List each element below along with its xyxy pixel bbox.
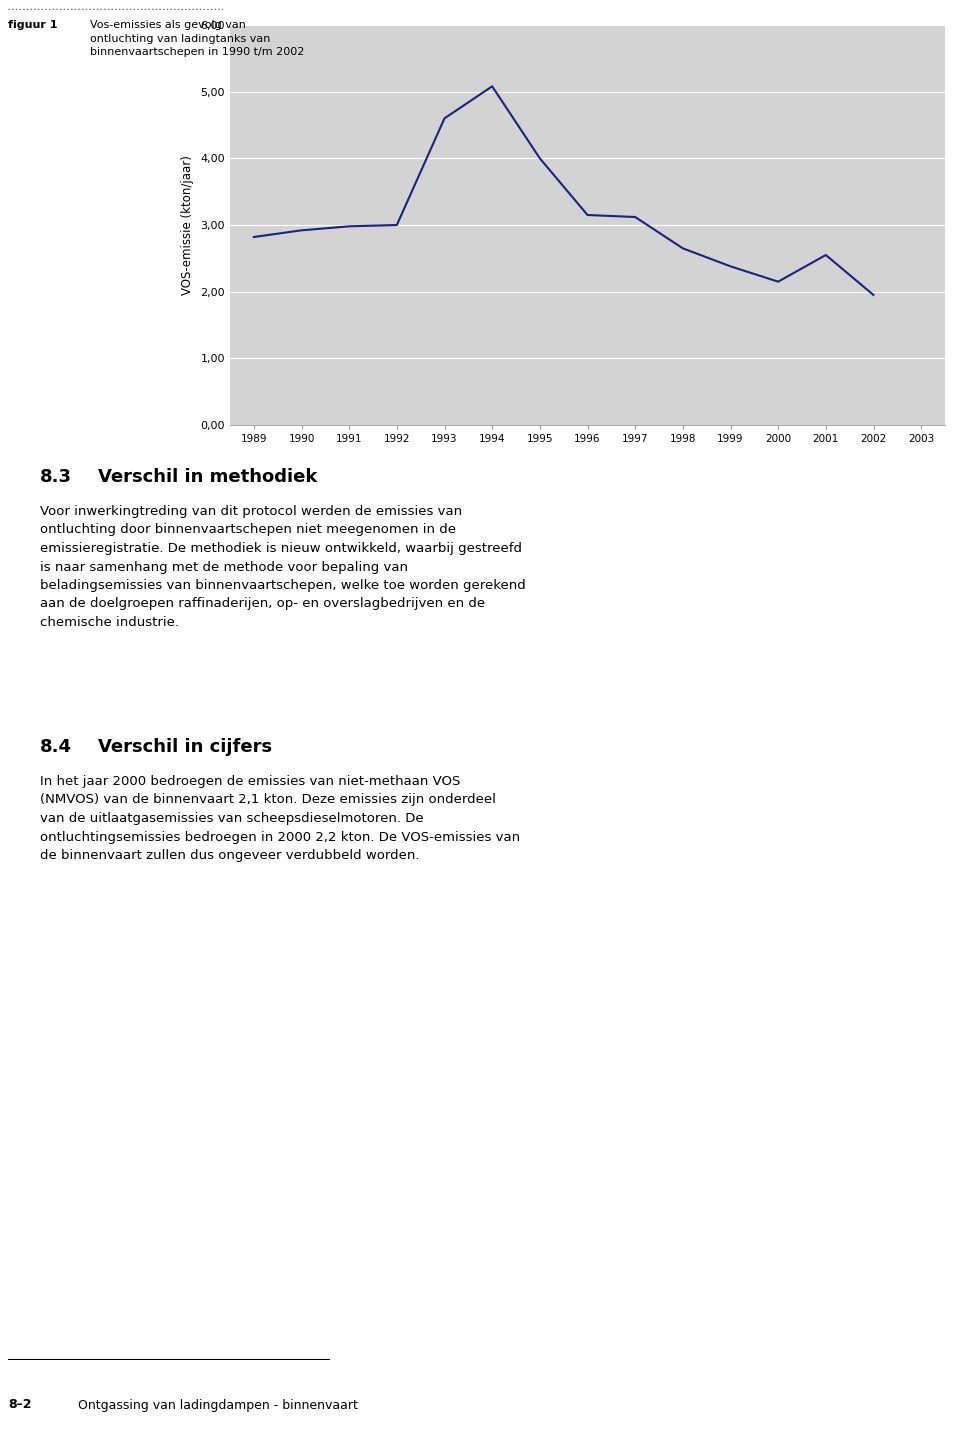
Text: 8.3: 8.3 (40, 468, 72, 487)
Text: Verschil in methodiek: Verschil in methodiek (98, 468, 317, 487)
Text: 8.4: 8.4 (40, 738, 72, 757)
Text: Ontgassing van ladingdampen - binnenvaart: Ontgassing van ladingdampen - binnenvaar… (78, 1399, 358, 1412)
Text: 8–2: 8–2 (8, 1399, 32, 1412)
Text: Voor inwerkingtreding van dit protocol werden de emissies van
ontluchting door b: Voor inwerkingtreding van dit protocol w… (40, 504, 526, 629)
Text: Vos-emissies als gevolg van
ontluchting van ladingtanks van
binnenvaartschepen i: Vos-emissies als gevolg van ontluchting … (89, 20, 304, 58)
Y-axis label: VOS-emissie (kton/jaar): VOS-emissie (kton/jaar) (180, 155, 194, 295)
Text: Verschil in cijfers: Verschil in cijfers (98, 738, 272, 757)
Text: In het jaar 2000 bedroegen de emissies van niet-methaan VOS
(NMVOS) van de binne: In het jaar 2000 bedroegen de emissies v… (40, 775, 520, 863)
Text: figuur 1: figuur 1 (8, 20, 58, 30)
